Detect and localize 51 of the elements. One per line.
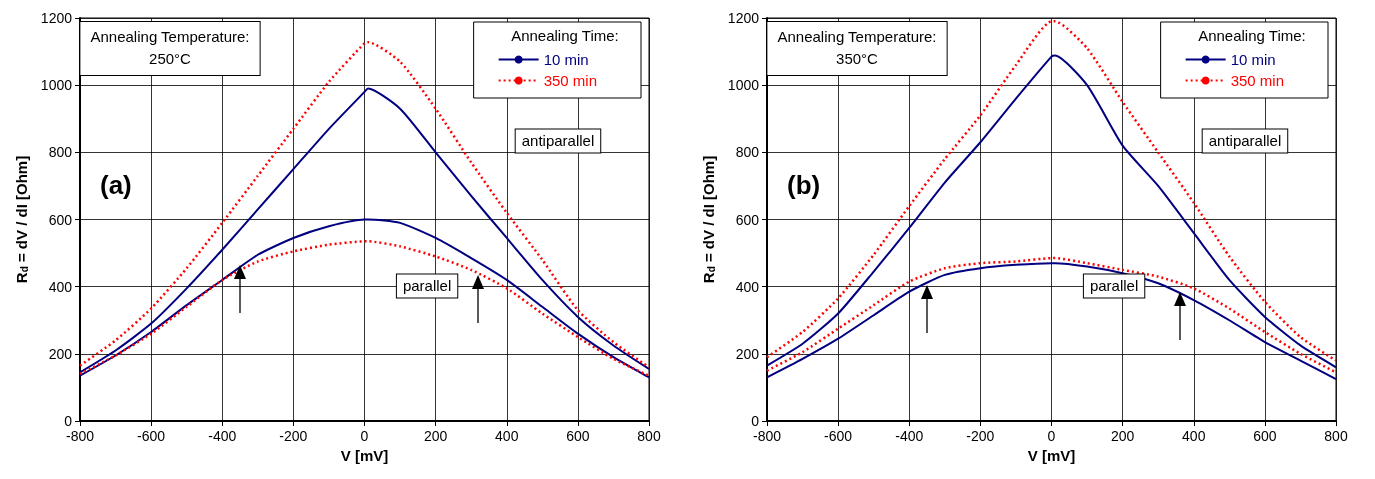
x-tick-label: 200: [423, 428, 448, 444]
legend-label: 350 min: [543, 72, 598, 89]
x-tick-label: -600: [824, 428, 853, 444]
y-tick-label: 400: [735, 278, 760, 295]
legend-label: 350 min: [1230, 72, 1285, 89]
annotation: parallel: [402, 277, 452, 295]
y-tick-label: 0: [64, 413, 73, 429]
y-tick-label: 600: [735, 211, 760, 228]
x-axis-title: V [mV]: [340, 446, 389, 464]
x-tick-label: 400: [1182, 428, 1206, 444]
y-tick-label: 1000: [40, 77, 73, 94]
y-tick-label: 0: [751, 413, 760, 429]
x-tick-label: 0: [1047, 428, 1056, 444]
x-tick-label: 400: [495, 428, 519, 444]
x-tick-label: -200: [966, 428, 995, 444]
annotation: Annealing Temperature: 350°C: [777, 27, 937, 67]
annotation: antiparallel: [521, 132, 595, 150]
x-tick-label: -400: [208, 428, 237, 444]
y-axis-title: Rd = dV / dI [Ohm]: [700, 155, 718, 284]
legend-label: 10 min: [543, 51, 589, 68]
x-tick-label: 200: [1110, 428, 1135, 444]
y-tick-label: 400: [48, 278, 73, 295]
x-tick-label: -600: [137, 428, 166, 444]
y-tick-label: 600: [48, 211, 73, 228]
annotation: parallel: [1089, 277, 1139, 295]
y-tick-label: 800: [735, 144, 760, 161]
x-tick-label: 0: [360, 428, 369, 444]
x-tick-label: 800: [1324, 428, 1348, 444]
legend-label: 10 min: [1230, 51, 1276, 68]
x-tick-label: 600: [1253, 428, 1277, 444]
x-tick-label: 600: [566, 428, 590, 444]
x-tick-label: -200: [279, 428, 308, 444]
y-tick-label: 800: [48, 144, 73, 161]
y-tick-label: 200: [48, 345, 73, 362]
y-tick-label: 1200: [727, 10, 760, 26]
legend-title: Annealing Time:: [511, 27, 619, 44]
legend-title: Annealing Time:: [1198, 27, 1306, 44]
annotation: antiparallel: [1208, 132, 1282, 150]
line-series: [78, 240, 651, 377]
y-tick-label: 1200: [40, 10, 73, 26]
x-tick-label: 800: [637, 428, 661, 444]
x-tick-label: -800: [65, 428, 95, 444]
x-tick-label: -800: [752, 428, 782, 444]
x-tick-label: -400: [895, 428, 924, 444]
x-axis-title: V [mV]: [1027, 446, 1076, 464]
y-axis-title: Rd = dV / dI [Ohm]: [13, 155, 31, 284]
y-tick-label: 200: [735, 345, 760, 362]
annotation: Annealing Temperature: 250°C: [90, 27, 250, 67]
annotation: (a): [100, 170, 132, 200]
annotation: (b): [787, 170, 821, 200]
y-tick-label: 1000: [727, 77, 760, 94]
